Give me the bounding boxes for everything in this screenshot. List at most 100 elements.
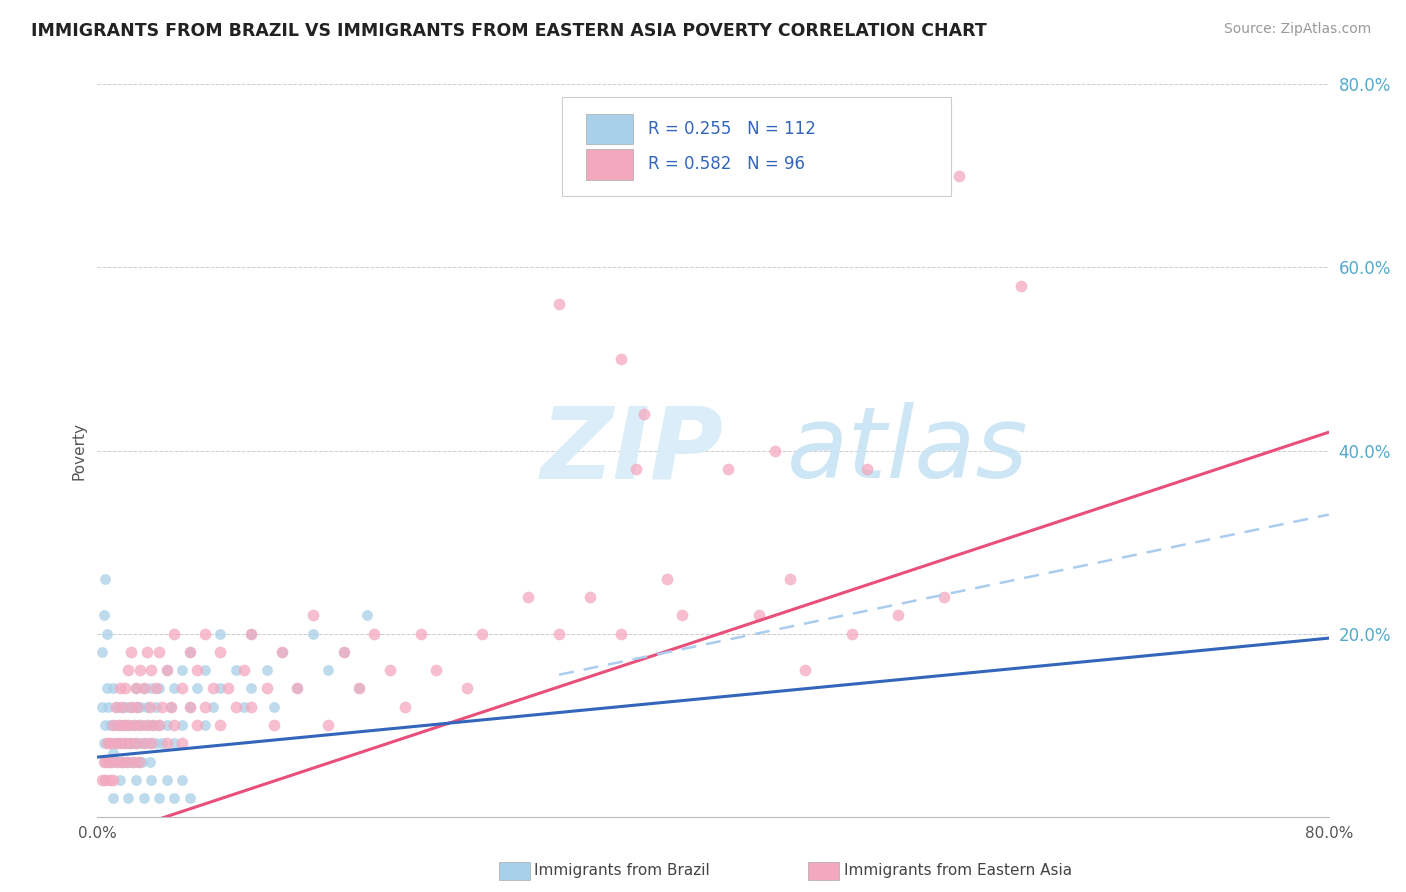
Point — [129, 718, 152, 732]
Point — [127, 699, 149, 714]
Point — [156, 718, 179, 732]
Point — [98, 718, 121, 732]
Point — [128, 755, 150, 769]
Point — [127, 699, 149, 714]
Point — [111, 755, 134, 769]
Point — [201, 699, 224, 714]
Point — [132, 791, 155, 805]
FancyBboxPatch shape — [561, 97, 950, 196]
Point — [125, 681, 148, 696]
Point — [118, 755, 141, 769]
Point — [142, 718, 165, 732]
Point — [356, 608, 378, 623]
Point — [138, 718, 160, 732]
Point — [131, 755, 153, 769]
Point — [763, 443, 786, 458]
Point — [142, 718, 165, 732]
Point — [548, 297, 571, 311]
Point — [163, 681, 186, 696]
Point — [117, 791, 139, 805]
Point — [794, 663, 817, 677]
Point — [125, 681, 148, 696]
Point — [316, 718, 339, 732]
Point — [110, 772, 132, 787]
Point — [110, 736, 132, 750]
Point — [111, 755, 134, 769]
Point — [209, 681, 232, 696]
Point — [117, 736, 139, 750]
Point — [148, 645, 170, 659]
Point — [145, 736, 167, 750]
Point — [271, 645, 294, 659]
Point — [287, 681, 309, 696]
Point — [124, 736, 146, 750]
Point — [156, 772, 179, 787]
Point — [135, 699, 157, 714]
Point — [138, 699, 160, 714]
Point — [132, 718, 155, 732]
Point — [135, 718, 157, 732]
Point — [332, 645, 354, 659]
Point — [156, 663, 179, 677]
Point — [378, 663, 401, 677]
Point — [194, 699, 217, 714]
Point — [240, 681, 263, 696]
Point — [117, 755, 139, 769]
Point — [120, 645, 142, 659]
Point — [179, 645, 201, 659]
Point — [98, 772, 121, 787]
Point — [117, 718, 139, 732]
Point — [347, 681, 370, 696]
Point — [132, 681, 155, 696]
Point — [91, 699, 114, 714]
Point — [118, 736, 141, 750]
Point — [141, 681, 163, 696]
Point — [170, 718, 193, 732]
Point — [103, 736, 125, 750]
Point — [114, 736, 136, 750]
Point — [128, 718, 150, 732]
Point — [717, 462, 740, 476]
FancyBboxPatch shape — [586, 113, 633, 145]
Point — [105, 736, 128, 750]
Point — [302, 626, 325, 640]
Point — [163, 791, 186, 805]
Point — [101, 772, 124, 787]
Text: R = 0.255   N = 112: R = 0.255 N = 112 — [648, 120, 815, 138]
Point — [316, 663, 339, 677]
Point — [748, 608, 770, 623]
Point — [609, 626, 631, 640]
Point — [148, 718, 170, 732]
Point — [141, 772, 163, 787]
Text: Immigrants from Brazil: Immigrants from Brazil — [534, 863, 710, 878]
Point — [128, 755, 150, 769]
Point — [114, 681, 136, 696]
Point — [98, 755, 121, 769]
Point — [96, 681, 118, 696]
Point — [103, 755, 125, 769]
Point — [101, 746, 124, 760]
Point — [112, 699, 135, 714]
FancyBboxPatch shape — [586, 149, 633, 179]
Point — [93, 608, 115, 623]
Point — [150, 736, 173, 750]
Point — [94, 718, 117, 732]
Point — [186, 718, 208, 732]
Point — [141, 736, 163, 750]
Point — [120, 699, 142, 714]
Point — [186, 663, 208, 677]
Point — [98, 736, 121, 750]
Point — [156, 736, 179, 750]
Point — [145, 681, 167, 696]
Point — [121, 718, 143, 732]
Point — [163, 736, 186, 750]
Point — [1010, 278, 1032, 293]
Text: ZIP: ZIP — [541, 402, 724, 499]
Text: Source: ZipAtlas.com: Source: ZipAtlas.com — [1223, 22, 1371, 37]
Point — [96, 736, 118, 750]
Point — [179, 699, 201, 714]
Point — [186, 681, 208, 696]
Point — [240, 626, 263, 640]
Point — [240, 699, 263, 714]
Point — [232, 699, 254, 714]
